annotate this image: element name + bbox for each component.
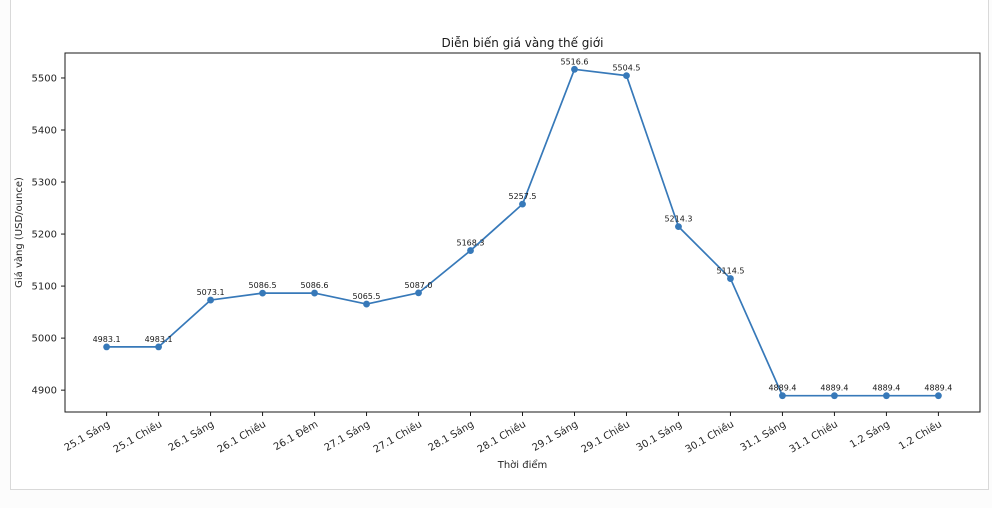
- chart-title: Diễn biến giá vàng thế giới: [442, 36, 604, 50]
- data-point-label: 5214.3: [664, 215, 692, 224]
- y-tick-label: 5300: [32, 178, 57, 189]
- x-tick-label: 30.1 Chiều: [683, 418, 736, 455]
- x-tick-label: 25.1 Chiều: [111, 418, 164, 455]
- data-point: [623, 72, 630, 80]
- gold-price-line-chart: Diễn biến giá vàng thế giới Giá vàng (US…: [13, 36, 981, 471]
- data-point-label: 5168.3: [457, 239, 485, 248]
- price-line: [106, 68, 939, 397]
- x-tick-label: 1.2 Sáng: [848, 418, 892, 451]
- x-tick-label: 27.1 Chiều: [371, 418, 424, 455]
- chart-figure-card: Diễn biến giá vàng thế giới Giá vàng (US…: [10, 0, 989, 490]
- x-tick-label: 31.1 Sáng: [738, 418, 788, 454]
- x-tick-label: 26.1 Sáng: [166, 418, 216, 454]
- data-point-label: 4889.4: [872, 384, 900, 393]
- data-point: [727, 275, 734, 282]
- x-tick-label: 30.1 Sáng: [634, 418, 684, 454]
- data-point-label: 5086.6: [301, 281, 329, 290]
- data-point-label: 5065.5: [353, 292, 381, 301]
- y-tick-label: 5200: [32, 230, 57, 241]
- data-point-label: 5516.6: [560, 57, 588, 66]
- y-tick-label: 4900: [32, 386, 57, 397]
- data-point: [103, 343, 110, 351]
- data-point: [155, 343, 162, 351]
- data-point-label: 5114.5: [716, 267, 744, 276]
- x-tick-label: 29.1 Chiều: [579, 418, 632, 455]
- data-point: [935, 392, 942, 400]
- data-point: [259, 289, 266, 297]
- y-tick-label: 5000: [32, 334, 57, 345]
- data-point-label: 5073.1: [197, 288, 225, 297]
- data-point: [467, 247, 474, 254]
- data-point: [519, 200, 526, 208]
- data-point-label: 4889.4: [768, 384, 796, 393]
- data-point-label: 5087.0: [405, 281, 433, 290]
- x-axis-label: Thời điểm: [497, 458, 548, 471]
- data-point-label: 4983.1: [145, 335, 173, 344]
- data-point: [831, 392, 838, 400]
- x-tick-label: 27.1 Sáng: [322, 418, 372, 454]
- x-tick-label: 25.1 Sáng: [62, 418, 112, 454]
- axes-frame: [64, 52, 981, 413]
- y-tick-label: 5100: [32, 282, 57, 293]
- x-tick-label: 31.1 Chiều: [787, 418, 840, 455]
- data-point: [311, 289, 318, 297]
- data-point: [415, 289, 422, 297]
- data-point-label: 5086.5: [249, 281, 277, 290]
- x-tick-label: 1.2 Chiều: [897, 418, 944, 452]
- data-point: [571, 65, 578, 73]
- data-point: [207, 296, 214, 304]
- y-axis-label: Giá vàng (USD/ounce): [13, 177, 25, 288]
- plot-area: 4900 5000 5100 5200 5300 5400 5500 25.1 Sáng 25.…: [32, 52, 981, 456]
- x-tick-label: 29.1 Sáng: [530, 418, 580, 454]
- data-point: [779, 392, 786, 400]
- data-point-label: 5257.5: [509, 192, 537, 201]
- data-point-label: 4889.4: [924, 384, 952, 393]
- data-point: [363, 300, 370, 308]
- x-tick-label: 26.1 Chiều: [215, 418, 268, 455]
- x-tick-label: 28.1 Chiều: [475, 418, 528, 455]
- data-point-label: 4983.1: [93, 335, 121, 344]
- data-point-label: 4889.4: [820, 384, 848, 393]
- y-tick-label: 5500: [32, 73, 57, 84]
- data-point-label: 5504.5: [612, 64, 640, 73]
- x-tick-label: 26.1 Đêm: [272, 418, 321, 453]
- x-tick-label: 28.1 Sáng: [426, 418, 476, 454]
- data-point: [883, 392, 890, 400]
- y-tick-label: 5400: [32, 126, 57, 137]
- data-point: [675, 223, 682, 231]
